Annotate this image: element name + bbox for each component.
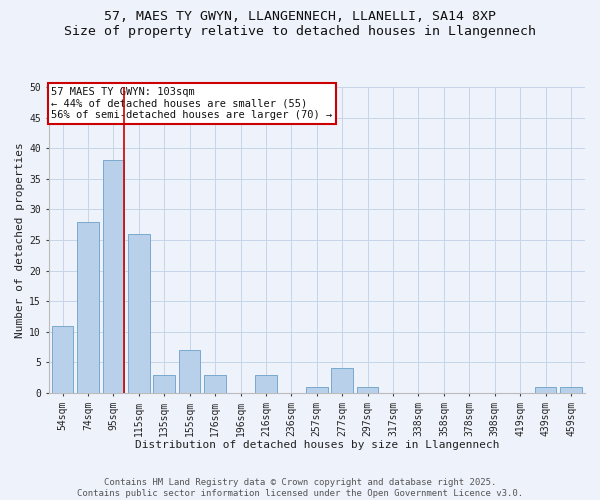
Bar	[154, 374, 175, 393]
Bar	[204, 374, 226, 393]
Y-axis label: Number of detached properties: Number of detached properties	[15, 142, 25, 338]
Bar	[535, 387, 556, 393]
Bar	[255, 374, 277, 393]
Text: 57, MAES TY GWYN, LLANGENNECH, LLANELLI, SA14 8XP
Size of property relative to d: 57, MAES TY GWYN, LLANGENNECH, LLANELLI,…	[64, 10, 536, 38]
Bar	[560, 387, 582, 393]
X-axis label: Distribution of detached houses by size in Llangennech: Distribution of detached houses by size …	[134, 440, 499, 450]
Bar	[103, 160, 124, 393]
Bar	[52, 326, 73, 393]
Bar	[331, 368, 353, 393]
Bar	[179, 350, 200, 393]
Bar	[77, 222, 99, 393]
Bar	[128, 234, 149, 393]
Bar	[357, 387, 379, 393]
Text: 57 MAES TY GWYN: 103sqm
← 44% of detached houses are smaller (55)
56% of semi-de: 57 MAES TY GWYN: 103sqm ← 44% of detache…	[51, 87, 332, 120]
Bar	[306, 387, 328, 393]
Text: Contains HM Land Registry data © Crown copyright and database right 2025.
Contai: Contains HM Land Registry data © Crown c…	[77, 478, 523, 498]
